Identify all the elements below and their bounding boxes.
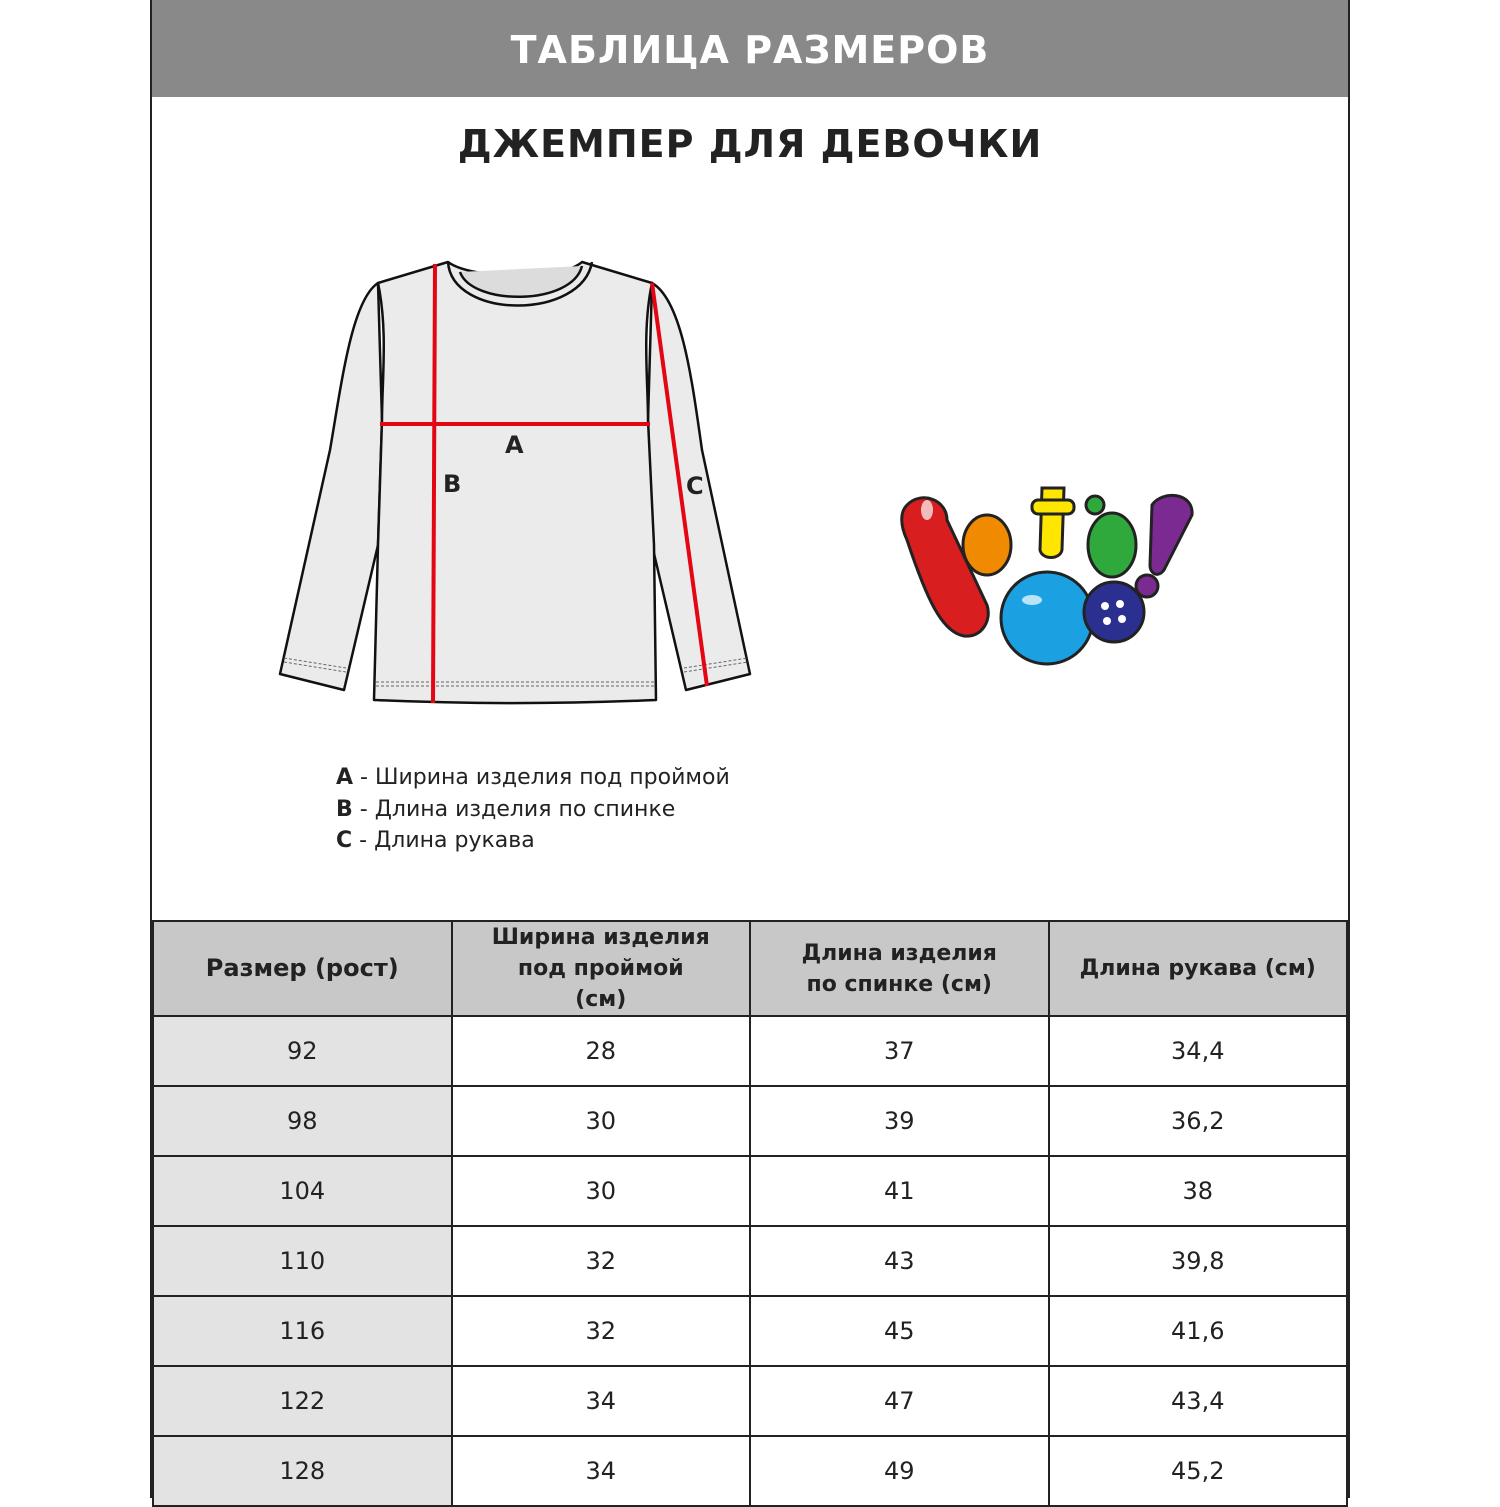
lets-go-logo (900, 486, 1194, 666)
legend-text: - Ширина изделия под проймой (353, 765, 730, 790)
size-table: Размер (рост) Ширина изделия под проймой… (152, 920, 1348, 1507)
legend-key: B (336, 796, 353, 822)
table-row: 110 32 43 39,8 (152, 1225, 1348, 1297)
label-a: A (505, 431, 524, 459)
column-header: Ширина изделия под проймой (см) (450, 920, 751, 1017)
size-chart: ТАБЛИЦА РАЗМЕРОВ ДЖЕМПЕР ДЛЯ ДЕВОЧКИ A B (150, 0, 1350, 1507)
sweater-diagram: A B C (278, 260, 1194, 705)
table-row: 116 32 45 41,6 (152, 1295, 1348, 1367)
measurement-cell: 30 (450, 1085, 751, 1157)
column-header: Длина рукава (см) (1047, 920, 1348, 1017)
measure-line-b (431, 263, 437, 704)
legend-item: A - Ширина изделия под проймой (336, 762, 730, 794)
measurement-cell: 49 (749, 1435, 1050, 1507)
table-row: 92 28 37 34,4 (152, 1015, 1348, 1087)
measurement-cell: 43,4 (1047, 1365, 1348, 1437)
measurement-cell: 47 (749, 1365, 1050, 1437)
legend-text: - Длина изделия по спинке (352, 796, 676, 822)
size-cell: 116 (152, 1295, 453, 1367)
size-cell: 122 (152, 1365, 453, 1437)
measure-line-c (650, 282, 709, 687)
size-cell: 104 (152, 1155, 453, 1227)
size-cell: 92 (152, 1015, 453, 1087)
legend-item: B - Длина изделия по спинке (336, 794, 730, 826)
measurement-cell: 45,2 (1047, 1435, 1348, 1507)
measurement-cell: 34,4 (1047, 1015, 1348, 1087)
measurement-cell: 30 (450, 1155, 751, 1227)
size-cell: 128 (152, 1435, 453, 1507)
label-b: B (443, 470, 461, 498)
measurement-cell: 41,6 (1047, 1295, 1348, 1367)
measurement-cell: 37 (749, 1015, 1050, 1087)
legend-text: - Длина рукава (352, 828, 535, 853)
label-c: C (686, 472, 704, 500)
table-row: 104 30 41 38 (152, 1155, 1348, 1227)
measurement-cell: 32 (450, 1225, 751, 1297)
column-header-text: Длина изделия по спинке (см) (801, 940, 997, 997)
page-header: ТАБЛИЦА РАЗМЕРОВ (152, 0, 1348, 97)
measurement-cell: 38 (1047, 1155, 1348, 1227)
measurement-lines (380, 263, 709, 704)
column-header: Длина изделия по спинке (см) (749, 920, 1050, 1017)
measurement-cell: 43 (749, 1225, 1050, 1297)
legend-key: C (336, 828, 353, 853)
measurement-cell: 34 (450, 1365, 751, 1437)
product-title: ДЖЕМПЕР ДЛЯ ДЕВОЧКИ (457, 122, 1043, 166)
legend-item: C - Длина рукава (336, 825, 730, 857)
size-cell: 98 (152, 1085, 453, 1157)
table-row: 128 34 49 45,2 (152, 1435, 1348, 1507)
measurement-cell: 39,8 (1047, 1225, 1348, 1297)
measurement-cell: 41 (749, 1155, 1050, 1227)
measurement-cell: 36,2 (1047, 1085, 1348, 1157)
measurement-cell: 45 (749, 1295, 1050, 1367)
measurement-cell: 39 (749, 1085, 1050, 1157)
table-header-row: Размер (рост) Ширина изделия под проймой… (152, 920, 1348, 1017)
table-row: 122 34 47 43,4 (152, 1365, 1348, 1437)
column-header-text: Ширина изделия под проймой (см) (491, 925, 710, 1012)
legend-key: A (336, 765, 354, 790)
measurement-cell: 28 (450, 1015, 751, 1087)
column-header: Размер (рост) (152, 920, 453, 1017)
hem-stitching (283, 657, 749, 687)
sweater-outline (278, 260, 752, 705)
table-row: 98 30 39 36,2 (152, 1085, 1348, 1157)
measurement-legend: A - Ширина изделия под проймой B - Длина… (336, 762, 730, 857)
size-cell: 110 (152, 1225, 453, 1297)
measurement-cell: 32 (450, 1295, 751, 1367)
measurement-cell: 34 (450, 1435, 751, 1507)
